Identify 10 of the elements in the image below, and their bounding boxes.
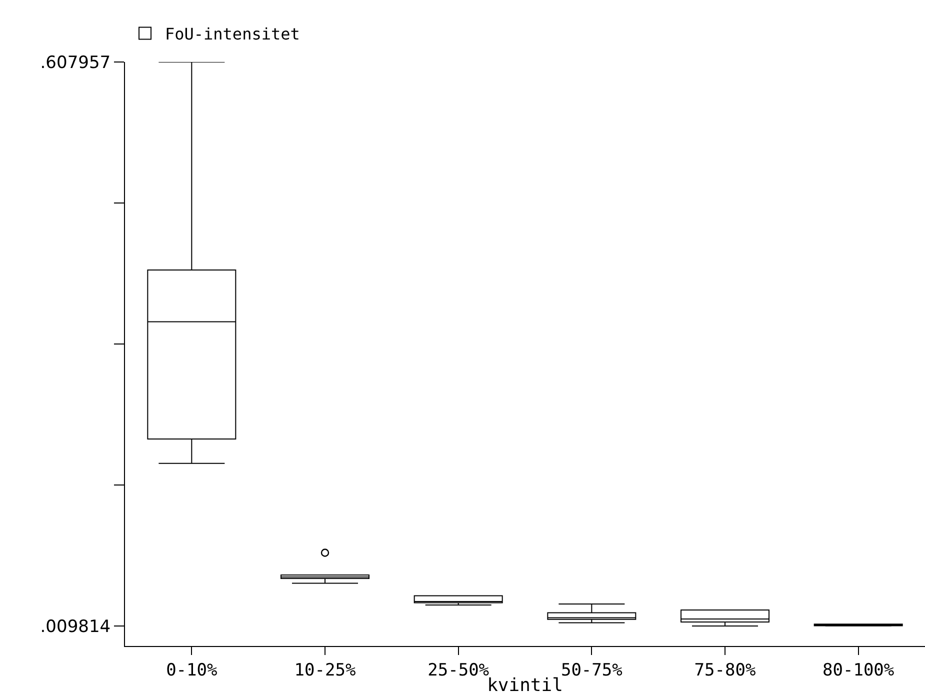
- legend-label: FoU-intensitet: [165, 24, 300, 44]
- y-tick-label: .009814: [40, 616, 111, 637]
- x-tick-label: 0-10%: [166, 660, 218, 680]
- x-tick-label: 25-50%: [428, 660, 490, 680]
- x-tick-label: 80-100%: [822, 660, 894, 680]
- x-tick-label: 75-80%: [694, 660, 756, 680]
- y-tick-label: .607957: [40, 52, 111, 73]
- x-tick-label: 50-75%: [560, 660, 622, 680]
- x-axis-title: kvintil: [487, 675, 563, 696]
- x-tick-label: 10-25%: [294, 660, 356, 680]
